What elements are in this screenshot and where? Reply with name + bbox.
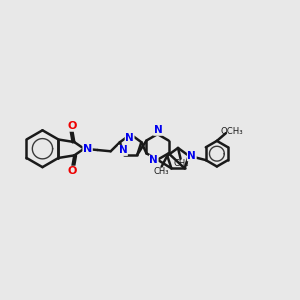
Text: N: N — [154, 125, 162, 135]
Text: N: N — [149, 155, 158, 165]
Text: CH₃: CH₃ — [153, 167, 169, 176]
Text: N: N — [125, 133, 134, 143]
Text: OCH₃: OCH₃ — [220, 127, 243, 136]
Text: N: N — [83, 144, 92, 154]
Text: O: O — [68, 166, 77, 176]
Text: N: N — [118, 146, 127, 155]
Text: O: O — [68, 121, 77, 131]
Text: CH₃: CH₃ — [173, 159, 189, 168]
Text: N: N — [188, 151, 196, 161]
